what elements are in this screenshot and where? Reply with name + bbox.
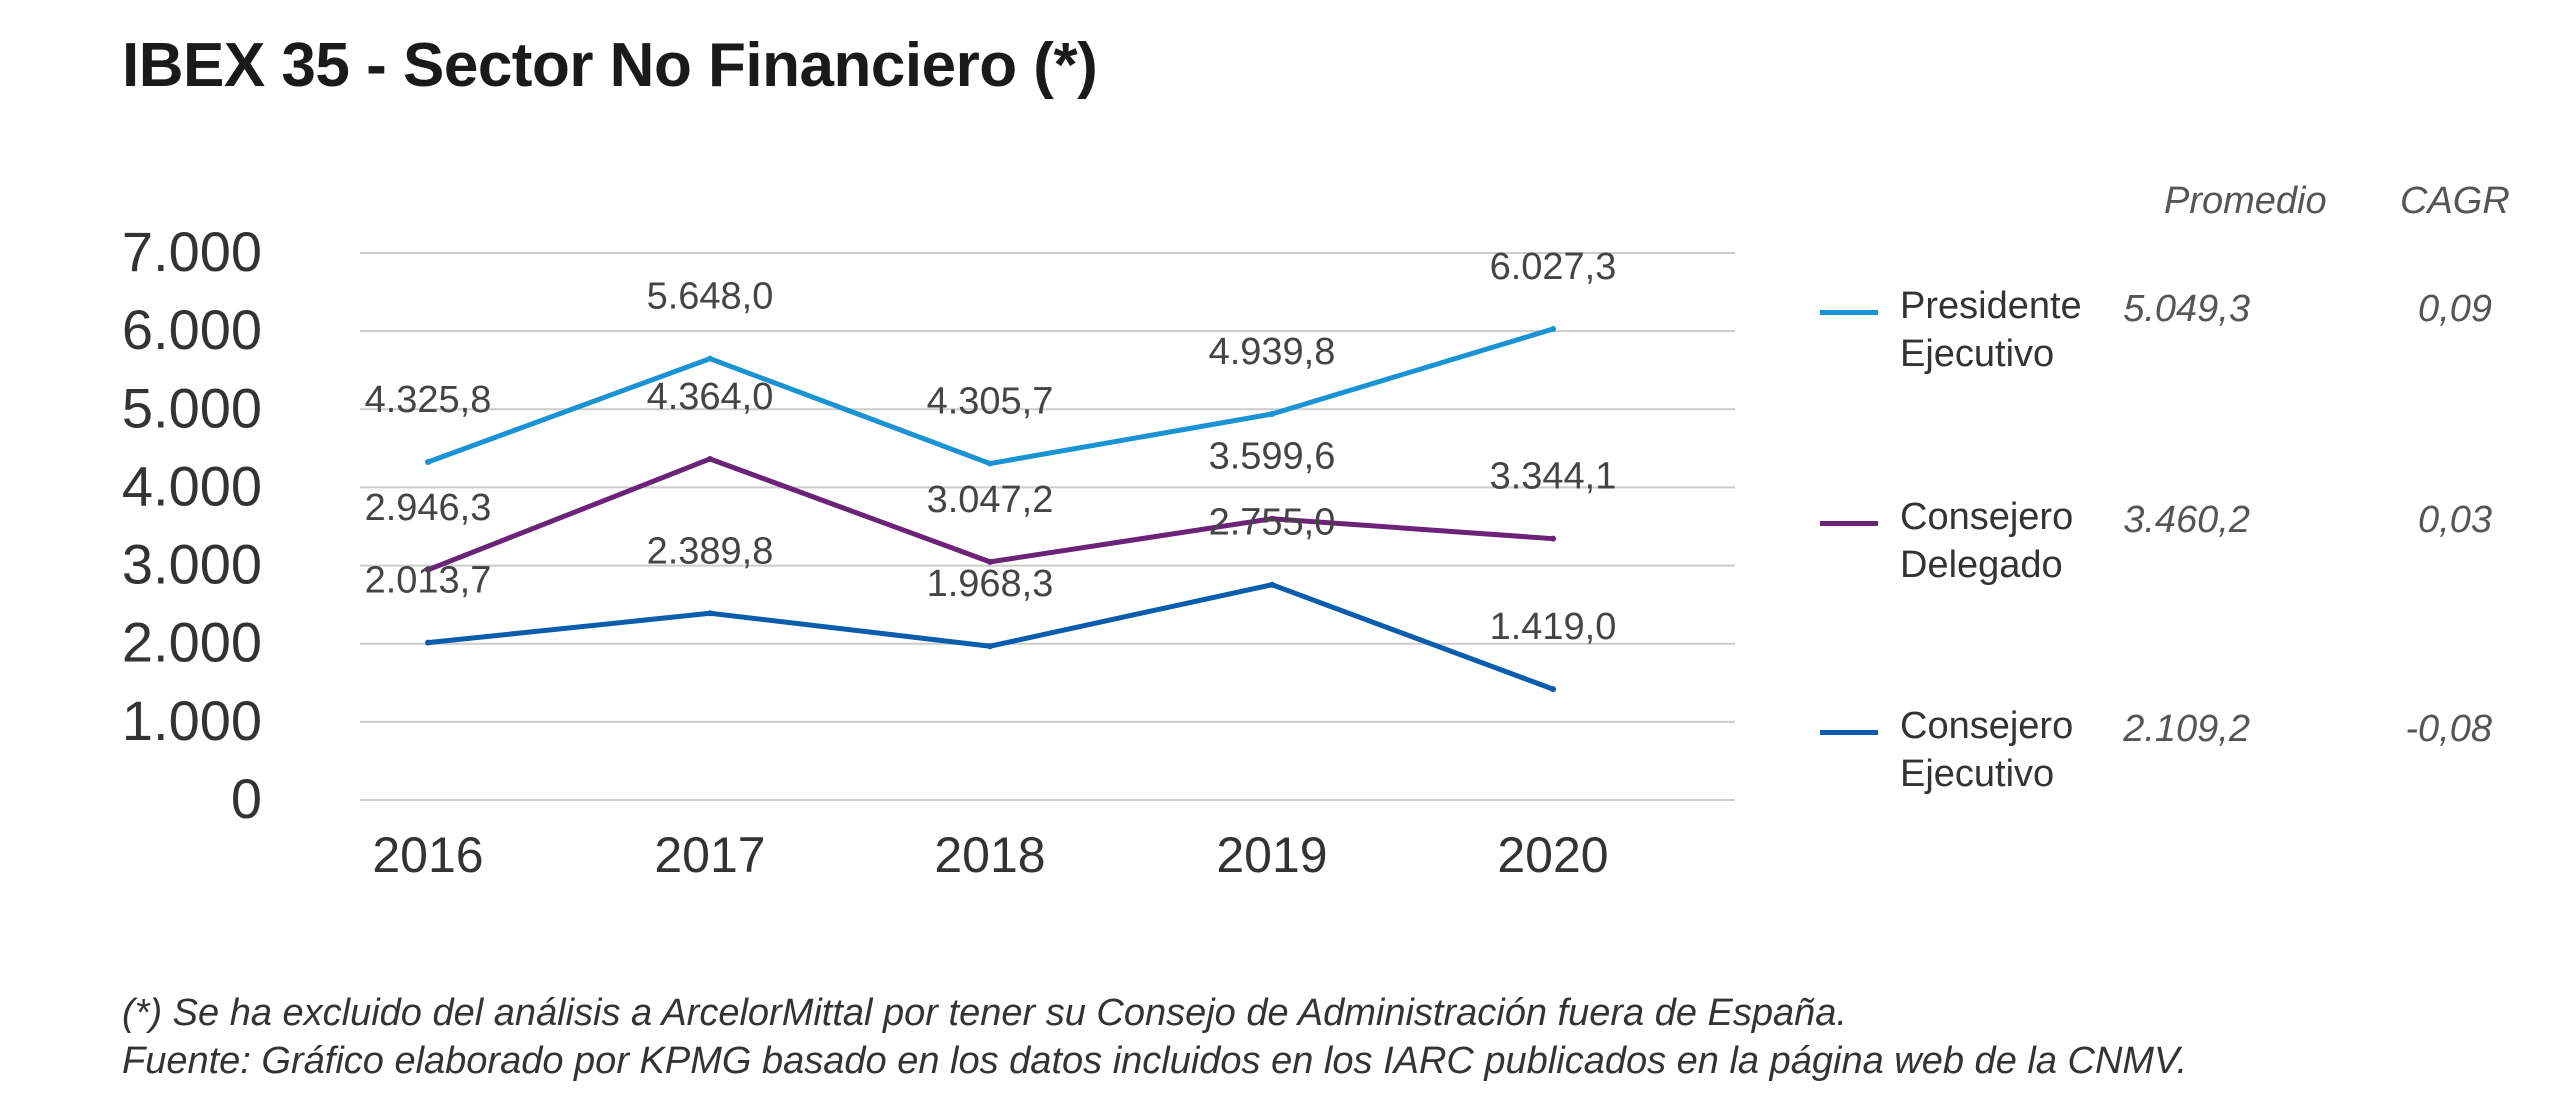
chart-title: IBEX 35 - Sector No Financiero (*) — [122, 31, 1098, 100]
y-tick-label: 7.000 — [122, 220, 262, 283]
legend-header-cagr: CAGR — [2400, 180, 2510, 222]
legend-cagr: 0,09 — [2418, 288, 2492, 330]
legend-average: 3.460,2 — [2123, 499, 2250, 541]
data-point — [425, 639, 431, 646]
data-label: 2.013,7 — [365, 560, 492, 602]
data-label: 4.364,0 — [647, 376, 774, 418]
data-point — [707, 355, 713, 362]
legend-item-consejero-ejecutivo: Consejero Ejecutivo 2.109,2 -0,08 — [1820, 702, 2540, 812]
legend-swatch — [1820, 730, 1878, 735]
data-label: 2.946,3 — [365, 487, 492, 529]
y-tick-label: 2.000 — [122, 611, 262, 674]
x-tick-label: 2017 — [654, 827, 765, 883]
data-label: 2.389,8 — [647, 530, 774, 572]
data-label: 4.325,8 — [365, 379, 492, 421]
legend-item-consejero-delegado: Consejero Delegado 3.460,2 0,03 — [1820, 493, 2540, 603]
x-tick-label: 2016 — [372, 827, 483, 883]
data-point — [425, 566, 431, 573]
footnote-exclusion: (*) Se ha excluido del análisis a Arcelo… — [122, 992, 1847, 1034]
data-label: 4.939,8 — [1209, 331, 1336, 373]
legend-average: 5.049,3 — [2123, 288, 2250, 330]
data-label: 3.599,6 — [1209, 436, 1336, 478]
data-point — [1550, 535, 1556, 542]
data-point — [707, 610, 713, 617]
footnote-source: Fuente: Gráfico elaborado por KPMG basad… — [122, 1040, 2188, 1082]
data-point — [1269, 410, 1275, 417]
data-point — [1269, 581, 1275, 588]
data-label: 2.755,0 — [1209, 502, 1336, 544]
data-point — [425, 458, 431, 465]
y-tick-label: 5.000 — [122, 376, 262, 439]
legend-average: 2.109,2 — [2123, 708, 2250, 750]
data-label: 3.344,1 — [1490, 456, 1617, 498]
data-label: 4.305,7 — [927, 381, 1054, 423]
line-chart: 0 1.000 2.000 3.000 4.000 5.000 6.000 7.000 2016… — [122, 220, 1735, 883]
legend-label: Presidente Ejecutivo — [1900, 285, 2082, 375]
x-tick-label: 2019 — [1216, 827, 1327, 883]
x-tick-label: 2018 — [934, 827, 1045, 883]
data-point — [707, 455, 713, 462]
legend-swatch — [1820, 521, 1878, 526]
data-label: 1.968,3 — [927, 563, 1054, 605]
y-tick-label: 6.000 — [122, 298, 262, 361]
data-point — [987, 643, 993, 650]
legend-cagr: -0,08 — [2405, 708, 2492, 750]
data-label: 3.047,2 — [927, 479, 1054, 521]
x-tick-label: 2020 — [1497, 827, 1608, 883]
data-point — [1269, 515, 1275, 522]
legend-label: Consejero Delegado — [1900, 496, 2074, 586]
data-label: 5.648,0 — [647, 276, 774, 318]
legend-swatch — [1820, 310, 1878, 315]
data-point — [1550, 326, 1556, 333]
y-tick-label: 1.000 — [122, 689, 262, 752]
data-point — [987, 558, 993, 565]
data-point — [987, 460, 993, 467]
data-point — [1550, 686, 1556, 693]
data-label: 1.419,0 — [1490, 606, 1617, 648]
legend-label: Consejero Ejecutivo — [1900, 705, 2074, 795]
data-label: 6.027,3 — [1490, 246, 1617, 288]
legend-item-presidente-ejecutivo: Presidente Ejecutivo 5.049,3 0,09 — [1820, 282, 2540, 392]
legend-cagr: 0,03 — [2418, 499, 2492, 541]
legend-header-avg: Promedio — [2164, 180, 2327, 222]
y-tick-label: 3.000 — [122, 533, 262, 596]
y-tick-label: 4.000 — [122, 454, 262, 517]
y-tick-label: 0 — [231, 767, 262, 830]
